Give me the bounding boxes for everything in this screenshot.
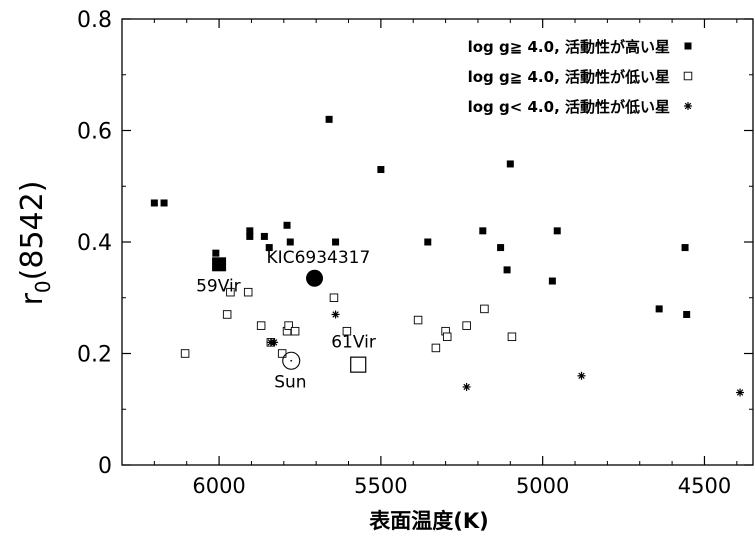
data-point <box>284 321 293 330</box>
asterisk-stroke <box>684 102 692 110</box>
series-open-square <box>180 287 517 358</box>
data-point <box>377 166 385 174</box>
data-point <box>270 338 279 347</box>
legend: log g≧ 4.0, 活動性が高い星 log g≧ 4.0, 活動性が低い星 lo… <box>468 38 693 116</box>
asterisk-stroke <box>578 372 585 380</box>
asterisk-stroke <box>463 383 470 391</box>
data-point <box>222 310 232 319</box>
y-tick-label: 0.2 <box>77 343 112 368</box>
y-tick-labels: 0 0.2 0.4 0.6 0.8 <box>77 8 112 479</box>
sun-dot <box>290 359 293 362</box>
data-points <box>150 115 745 397</box>
x-tick-label: 5000 <box>516 474 569 498</box>
asterisk-stroke <box>270 339 278 346</box>
data-point <box>283 221 291 229</box>
data-point <box>286 238 294 246</box>
data-point <box>243 287 253 297</box>
data-point <box>424 238 432 246</box>
legend-label: log g< 4.0, 活動性が低い星 <box>468 98 670 116</box>
data-point <box>290 326 300 336</box>
x-tick-label: 5500 <box>354 474 407 498</box>
data-point <box>160 199 168 207</box>
y-tick-label: 0 <box>98 454 112 479</box>
series-asterisk <box>266 310 745 397</box>
data-point <box>277 349 287 358</box>
y-axis-label-subscript: 0 <box>31 280 55 293</box>
highlight-label: 59Vir <box>196 276 241 296</box>
highlight-label: KIC6934317 <box>267 248 371 268</box>
axis-ticks <box>121 18 753 466</box>
y-axis-label-main: r <box>15 292 50 305</box>
data-point <box>462 321 471 330</box>
data-point <box>548 277 556 285</box>
x-tick-label: 4500 <box>678 474 731 498</box>
legend-label: log g≧ 4.0, 活動性が低い星 <box>468 68 670 86</box>
data-point <box>413 315 423 325</box>
data-point <box>655 305 663 313</box>
data-point <box>577 371 586 380</box>
y-tick-label: 0.4 <box>77 231 112 256</box>
data-point <box>325 115 333 123</box>
y-tick-label: 0.6 <box>77 120 112 145</box>
data-point <box>212 249 220 257</box>
legend-label: log g≧ 4.0, 活動性が高い星 <box>468 38 670 56</box>
data-point <box>256 321 266 330</box>
highlighted-stars: 59Vir KIC6934317 61Vir Sun <box>196 248 376 393</box>
data-point <box>497 244 505 252</box>
highlight-marker <box>282 351 301 370</box>
data-point <box>736 388 745 397</box>
data-point <box>150 199 158 207</box>
data-point <box>260 232 268 240</box>
legend-marker <box>683 71 693 81</box>
legend-marker <box>684 42 692 50</box>
y-tick-label: 0.8 <box>77 8 112 33</box>
highlight-label: 61Vir <box>331 333 376 353</box>
data-point <box>246 227 254 235</box>
data-point <box>332 238 340 246</box>
data-point <box>462 382 471 391</box>
data-point <box>226 287 235 297</box>
data-point <box>331 310 340 319</box>
highlight-marker <box>350 356 367 373</box>
data-point <box>507 332 517 342</box>
x-tick-labels: 6000 5500 5000 4500 <box>192 474 731 498</box>
data-point <box>553 227 561 235</box>
data-point <box>480 304 489 314</box>
highlight-marker <box>306 269 324 287</box>
x-axis-label: 表面温度(K) <box>369 509 488 533</box>
data-point <box>479 227 487 235</box>
y-axis-label-rest: (8542) <box>15 181 50 281</box>
y-axis-label: r0(8542) <box>15 181 55 306</box>
data-point <box>681 244 689 252</box>
data-point <box>683 310 691 318</box>
x-tick-label: 6000 <box>192 474 245 498</box>
data-point <box>265 244 273 252</box>
data-point <box>246 232 254 240</box>
highlight-label: Sun <box>274 373 306 393</box>
data-point <box>442 332 452 342</box>
data-point <box>180 349 190 358</box>
data-point <box>431 343 441 353</box>
asterisk-stroke <box>332 311 339 318</box>
highlight-marker <box>212 257 227 272</box>
sun-ring <box>282 351 301 370</box>
data-point <box>329 293 339 303</box>
data-point <box>506 160 514 168</box>
data-point <box>342 326 352 336</box>
legend-marker <box>684 102 692 110</box>
asterisk-stroke <box>736 389 744 396</box>
data-point <box>503 266 511 274</box>
